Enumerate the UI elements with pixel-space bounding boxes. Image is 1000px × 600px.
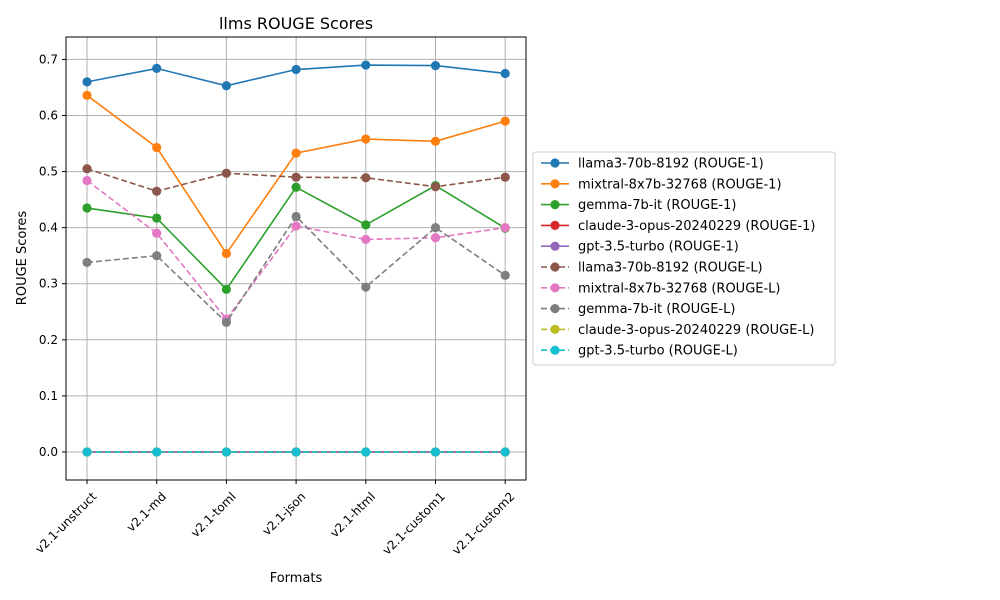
data-point bbox=[430, 136, 441, 146]
legend-label: gemma-7b-it (ROUGE-1) bbox=[578, 198, 736, 213]
legend-label: claude-3-opus-20240229 (ROUGE-L) bbox=[578, 323, 814, 338]
data-point bbox=[500, 172, 510, 182]
y-tick-label: 0.3 bbox=[39, 277, 58, 291]
y-tick-label: 0.6 bbox=[39, 109, 58, 123]
legend-item: mixtral-8x7b-32768 (ROUGE-L) bbox=[541, 281, 781, 296]
data-point bbox=[82, 257, 92, 268]
legend-marker bbox=[550, 200, 560, 210]
y-tick-label: 0.1 bbox=[39, 389, 58, 403]
data-point bbox=[361, 60, 371, 70]
y-tick-label: 0.5 bbox=[39, 165, 58, 179]
legend-marker bbox=[550, 324, 560, 334]
legend-marker bbox=[550, 220, 560, 230]
legend-label: gemma-7b-it (ROUGE-L) bbox=[578, 302, 735, 317]
data-point bbox=[82, 203, 92, 213]
data-point bbox=[82, 77, 92, 87]
legend-label: llama3-70b-8192 (ROUGE-1) bbox=[578, 157, 764, 172]
data-point bbox=[500, 270, 510, 280]
data-point bbox=[221, 317, 231, 328]
data-point bbox=[82, 447, 92, 457]
legend-label: gpt-3.5-turbo (ROUGE-1) bbox=[578, 240, 739, 255]
legend-item: gemma-7b-it (ROUGE-1) bbox=[541, 198, 736, 213]
data-point bbox=[221, 248, 231, 259]
series-8 bbox=[82, 211, 510, 328]
legend-label: claude-3-opus-20240229 (ROUGE-1) bbox=[578, 219, 816, 234]
data-point bbox=[221, 447, 231, 457]
y-axis-label: ROUGE Scores bbox=[15, 211, 30, 306]
data-point bbox=[500, 223, 510, 233]
data-point bbox=[361, 447, 371, 457]
data-point bbox=[291, 172, 301, 182]
data-point bbox=[152, 447, 162, 457]
series-7 bbox=[82, 175, 510, 324]
legend-marker bbox=[550, 179, 560, 189]
series-6 bbox=[82, 164, 510, 196]
legend-box bbox=[532, 151, 836, 366]
data-point bbox=[361, 234, 371, 245]
data-point bbox=[500, 68, 510, 79]
legend-marker bbox=[550, 158, 560, 168]
data-point bbox=[152, 228, 162, 238]
y-tick-label: 0.2 bbox=[39, 333, 58, 347]
legend-marker bbox=[550, 304, 560, 314]
legend-item: claude-3-opus-20240229 (ROUGE-L) bbox=[541, 323, 814, 338]
data-point bbox=[430, 447, 441, 457]
data-point bbox=[221, 168, 231, 178]
legend-marker bbox=[550, 283, 560, 293]
legend-marker bbox=[550, 262, 560, 272]
data-point bbox=[221, 81, 231, 91]
y-tick-label: 0.7 bbox=[39, 52, 58, 66]
data-point bbox=[500, 447, 510, 457]
data-point bbox=[500, 116, 510, 126]
data-point bbox=[430, 233, 441, 243]
chart-title: llms ROUGE Scores bbox=[219, 14, 373, 33]
legend-item: mixtral-8x7b-32768 (ROUGE-1) bbox=[541, 177, 782, 192]
legend-item: gpt-3.5-turbo (ROUGE-L) bbox=[541, 344, 738, 359]
data-point bbox=[291, 148, 301, 158]
data-point bbox=[361, 134, 371, 144]
legend-label: mixtral-8x7b-32768 (ROUGE-1) bbox=[578, 177, 782, 192]
series-2 bbox=[82, 90, 510, 259]
legend-label: gpt-3.5-turbo (ROUGE-L) bbox=[578, 344, 738, 359]
series-1 bbox=[82, 60, 510, 91]
data-point bbox=[152, 186, 162, 196]
legend-item: llama3-70b-8192 (ROUGE-L) bbox=[541, 261, 763, 276]
legend-marker bbox=[550, 241, 560, 251]
data-point bbox=[152, 142, 162, 153]
data-point bbox=[291, 182, 301, 192]
data-point bbox=[430, 223, 441, 233]
x-axis-label: Formats bbox=[270, 571, 323, 586]
data-point bbox=[82, 90, 92, 100]
data-point bbox=[82, 175, 92, 186]
data-point bbox=[291, 221, 301, 231]
legend-item: llama3-70b-8192 (ROUGE-1) bbox=[541, 157, 764, 172]
y-tick-label: 0.0 bbox=[39, 445, 58, 459]
legend-label: mixtral-8x7b-32768 (ROUGE-L) bbox=[578, 281, 781, 296]
series-10 bbox=[82, 447, 510, 457]
data-point bbox=[430, 182, 441, 192]
data-point bbox=[152, 251, 162, 261]
data-point bbox=[361, 220, 371, 230]
data-point bbox=[361, 173, 371, 183]
legend-label: llama3-70b-8192 (ROUGE-L) bbox=[578, 261, 763, 276]
legend-marker bbox=[550, 345, 560, 355]
data-point bbox=[152, 213, 162, 223]
data-point bbox=[82, 164, 92, 174]
data-point bbox=[291, 211, 301, 222]
data-point bbox=[430, 60, 441, 71]
legend-item: gpt-3.5-turbo (ROUGE-1) bbox=[541, 240, 739, 255]
legend-item: gemma-7b-it (ROUGE-L) bbox=[541, 302, 735, 317]
data-point bbox=[291, 447, 301, 457]
legend: llama3-70b-8192 (ROUGE-1) mixtral-8x7b-32… bbox=[532, 151, 836, 366]
data-point bbox=[152, 63, 162, 74]
legend-item: claude-3-opus-20240229 (ROUGE-1) bbox=[541, 219, 816, 234]
series-lines bbox=[82, 60, 510, 457]
data-point bbox=[291, 64, 301, 75]
data-point bbox=[361, 282, 371, 292]
y-tick-label: 0.4 bbox=[39, 221, 58, 235]
data-point bbox=[221, 284, 231, 294]
